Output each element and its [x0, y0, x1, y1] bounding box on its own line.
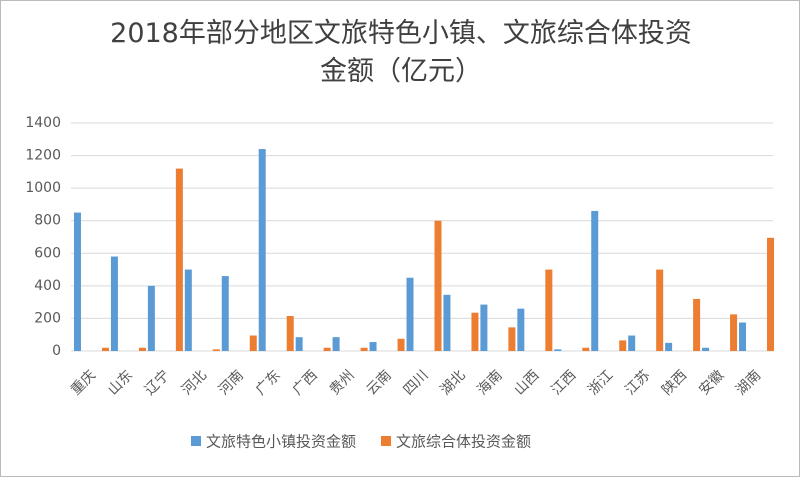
bar	[110, 256, 118, 351]
x-tick-label: 山东	[105, 367, 136, 398]
x-tick-label: 安徽	[696, 367, 727, 398]
bar	[443, 294, 451, 351]
bar	[582, 347, 590, 351]
x-tick-label: 江西	[548, 367, 579, 398]
bar	[434, 220, 442, 351]
bar	[101, 347, 109, 351]
bar	[730, 314, 738, 351]
x-tick-label: 广西	[290, 367, 321, 398]
bar	[591, 210, 599, 351]
legend-swatch	[191, 436, 201, 446]
bar	[286, 315, 294, 351]
x-tick-label: 湖南	[733, 367, 764, 398]
y-tick-label: 1400	[25, 115, 61, 131]
x-tick-label: 云南	[364, 367, 395, 398]
bar	[212, 349, 220, 351]
bar	[397, 338, 405, 351]
x-tick-label: 湖北	[437, 367, 468, 398]
y-tick-label: 400	[34, 278, 61, 294]
bar	[406, 277, 414, 351]
x-tick-label: 浙江	[585, 367, 616, 398]
bar	[295, 337, 303, 351]
bar	[693, 298, 701, 351]
bar	[517, 308, 525, 351]
bar	[332, 337, 340, 351]
bar	[665, 342, 673, 351]
bar	[175, 168, 183, 351]
x-tick-label: 山西	[511, 367, 542, 398]
bar	[480, 304, 488, 351]
bar	[249, 335, 257, 351]
bar	[221, 276, 229, 351]
x-tick-label: 辽宁	[141, 367, 173, 399]
bar	[369, 342, 377, 351]
bar	[656, 269, 664, 351]
bar	[739, 322, 747, 351]
bar	[73, 212, 81, 351]
x-tick-label: 四川	[401, 367, 432, 398]
bar	[147, 285, 155, 351]
bar	[767, 237, 775, 351]
bar	[184, 269, 192, 351]
legend-swatch	[381, 436, 392, 446]
bar	[554, 349, 562, 351]
y-tick-label: 800	[34, 213, 61, 229]
legend-label: 文旅综合体投资金额	[396, 433, 531, 451]
x-tick-label: 广东	[253, 367, 284, 398]
bar	[471, 312, 479, 351]
bar	[619, 340, 627, 351]
x-tick-label: 贵州	[327, 367, 358, 398]
y-tick-label: 600	[34, 245, 61, 261]
bar	[628, 335, 636, 351]
bar	[323, 347, 331, 351]
y-tick-label: 1000	[25, 180, 61, 196]
y-tick-label: 1200	[25, 148, 61, 164]
y-tick-label: 200	[34, 310, 61, 326]
bar	[702, 347, 710, 351]
x-tick-label: 江苏	[622, 367, 653, 398]
bar	[258, 149, 266, 351]
bar	[138, 347, 146, 351]
legend-label: 文旅特色小镇投资金额	[206, 433, 356, 451]
bar	[545, 269, 553, 351]
y-tick-label: 0	[52, 343, 61, 359]
x-tick-label: 河北	[179, 367, 210, 398]
chart-title: 2018年部分地区文旅特色小镇、文旅综合体投资金额（亿元）	[110, 18, 692, 87]
x-tick-label: 海南	[474, 367, 505, 398]
x-tick-label: 陕西	[659, 367, 690, 398]
bar	[360, 347, 368, 351]
x-tick-label: 河南	[216, 367, 247, 398]
x-tick-label: 重庆	[68, 367, 99, 398]
bar	[508, 327, 516, 351]
